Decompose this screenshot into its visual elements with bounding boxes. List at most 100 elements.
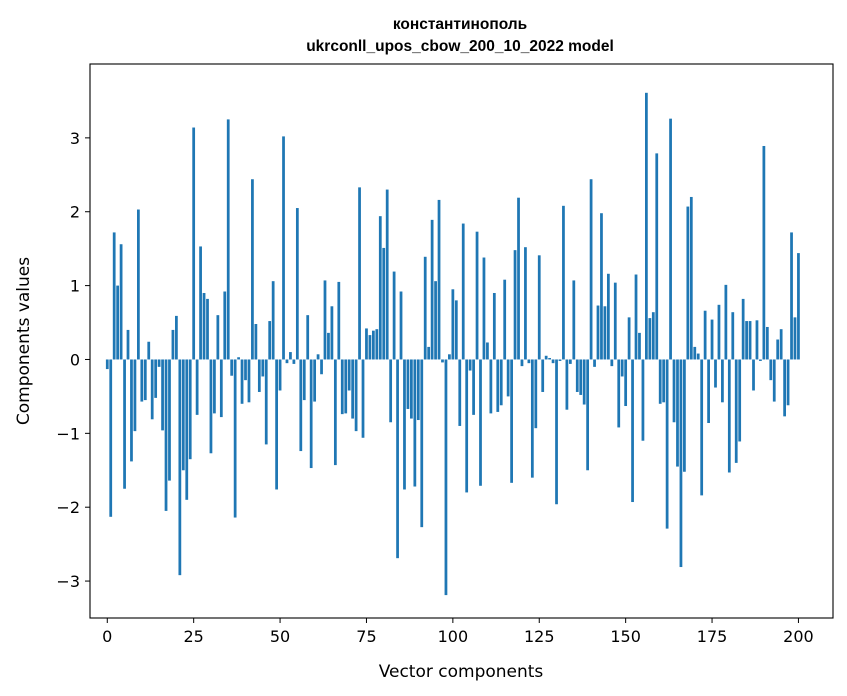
bar-41 [247, 359, 251, 403]
bar-88 [410, 359, 413, 419]
bar-164 [672, 359, 676, 423]
x-tick-label: 100 [438, 627, 469, 646]
bar-155 [641, 359, 645, 441]
y-tick-label: −3 [56, 572, 80, 591]
x-tick-label: 75 [356, 627, 376, 646]
bar-104 [465, 359, 469, 493]
bar-43 [254, 324, 258, 360]
bar-163 [669, 118, 672, 360]
bar-50 [278, 359, 282, 391]
bar-149 [620, 359, 624, 377]
bar-83 [392, 271, 396, 360]
bar-2 [112, 232, 116, 360]
bar-160 [658, 359, 662, 404]
bar-28 [202, 292, 206, 360]
bar-23 [185, 359, 189, 500]
bar-142 [596, 305, 600, 360]
bar-189 [759, 359, 762, 361]
bars-group [105, 92, 800, 596]
x-tick-label: 175 [697, 627, 728, 646]
bar-162 [665, 359, 669, 529]
bar-11 [143, 359, 147, 401]
bar-37 [233, 359, 237, 518]
bar-111 [489, 359, 493, 414]
bar-117 [510, 359, 513, 483]
bar-133 [565, 359, 569, 410]
bar-57 [302, 359, 306, 401]
bar-197 [786, 359, 790, 406]
bar-76 [368, 335, 372, 360]
bar-44 [257, 359, 261, 392]
bar-134 [568, 359, 572, 364]
bar-35 [226, 119, 230, 360]
bar-128 [548, 357, 551, 360]
bar-199 [793, 317, 797, 360]
bar-29 [206, 298, 209, 360]
y-tick-label: 0 [70, 350, 80, 369]
bar-110 [486, 342, 489, 360]
bar-10 [140, 359, 144, 402]
bar-20 [175, 315, 178, 360]
bar-173 [703, 310, 707, 360]
bar-53 [289, 352, 292, 360]
bar-92 [423, 256, 427, 360]
bar-181 [731, 312, 735, 360]
bar-159 [655, 153, 659, 360]
bar-1 [109, 359, 113, 517]
bar-60 [313, 359, 317, 402]
bar-7 [130, 359, 133, 462]
bar-184 [741, 298, 745, 360]
bar-122 [527, 359, 531, 364]
y-tick-label: −1 [56, 424, 80, 443]
bar-138 [582, 359, 586, 405]
bar-188 [755, 320, 759, 360]
bar-170 [693, 346, 697, 360]
bar-90 [416, 359, 420, 421]
bar-24 [188, 359, 192, 460]
bar-190 [762, 145, 766, 360]
bar-145 [606, 273, 610, 360]
bar-168 [686, 206, 690, 360]
bar-161 [662, 359, 666, 403]
bar-93 [427, 346, 431, 360]
bar-177 [717, 304, 721, 360]
x-tick-label: 125 [524, 627, 555, 646]
bar-36 [230, 359, 234, 376]
bar-54 [292, 359, 296, 364]
bar-3 [116, 285, 120, 360]
bar-78 [375, 329, 379, 360]
y-axis-ticks: −3 −2 −1 0 1 2 3 [56, 129, 90, 591]
bar-167 [683, 359, 686, 472]
bar-146 [610, 359, 614, 367]
bar-105 [468, 359, 472, 371]
bar-5 [123, 359, 126, 489]
bar-22 [181, 359, 185, 471]
x-axis-ticks: 0 25 50 75 100 125 150 175 200 [102, 618, 814, 646]
bar-63 [323, 280, 327, 360]
bar-9 [137, 209, 140, 360]
bar-30 [209, 359, 213, 454]
bar-191 [765, 326, 769, 360]
bar-165 [676, 359, 679, 467]
bar-186 [748, 321, 752, 360]
bar-27 [199, 246, 202, 360]
x-axis-label: Vector components [379, 662, 544, 682]
bar-194 [776, 339, 780, 360]
bar-175 [710, 319, 714, 360]
y-tick-label: 2 [70, 203, 80, 222]
bar-8 [133, 359, 137, 432]
x-tick-label: 25 [183, 627, 203, 646]
bar-6 [126, 329, 130, 360]
bar-4 [119, 244, 123, 360]
bar-156 [645, 92, 648, 360]
x-tick-label: 0 [102, 627, 112, 646]
bar-103 [461, 223, 465, 360]
bar-100 [451, 289, 455, 360]
bar-115 [503, 279, 507, 360]
bar-66 [333, 359, 337, 466]
bar-70 [347, 359, 351, 391]
bar-15 [157, 359, 161, 367]
y-tick-label: 1 [70, 277, 80, 296]
bar-147 [613, 282, 617, 360]
y-axis-label: Components values [14, 257, 34, 425]
